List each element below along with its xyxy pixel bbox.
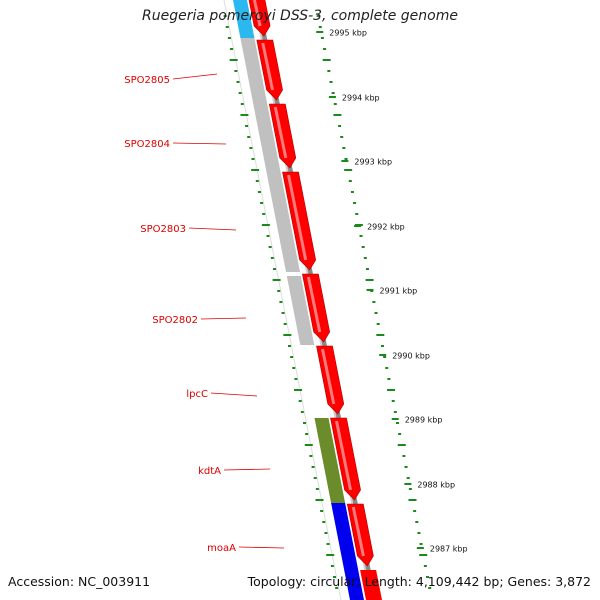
cog-band	[343, 568, 364, 600]
gene-highlight	[252, 0, 262, 27]
kbp-label: 2987 kbp	[430, 545, 468, 554]
kbp-label: 2993 kbp	[354, 158, 392, 167]
gene-leader-line	[238, 546, 285, 549]
kbp-label: 2991 kbp	[380, 287, 418, 296]
gene-label: SPO2802	[152, 315, 198, 326]
gene-highlight	[273, 106, 288, 159]
gene-leader-line	[172, 142, 227, 145]
kbp-label: 2990 kbp	[392, 352, 430, 361]
gene-label: SPO2803	[140, 224, 186, 235]
gene-label: lpcC	[186, 389, 208, 400]
gene-highlight	[351, 506, 365, 557]
cog-band	[331, 503, 358, 568]
kbp-label: 2994 kbp	[342, 94, 380, 103]
gene-arrow	[360, 570, 382, 600]
gene-highlight	[261, 42, 275, 91]
gene-highlight	[335, 420, 353, 491]
gene-leader-line	[223, 468, 271, 471]
gene-leader-line	[172, 73, 218, 80]
gene-highlight	[306, 276, 322, 333]
kbp-label: 2995 kbp	[329, 29, 367, 38]
gene-highlight	[321, 348, 336, 405]
inner-guide	[223, 0, 342, 600]
kbp-label: 2988 kbp	[417, 481, 455, 490]
accession-text: Accession: NC_003911	[8, 574, 151, 589]
gene-leader-line	[200, 317, 247, 320]
kbp-label: 2989 kbp	[405, 416, 443, 425]
gene-label: kdtA	[198, 466, 221, 477]
cog-band	[240, 38, 300, 272]
cog-band	[314, 418, 346, 503]
gene-label: SPO2804	[124, 139, 170, 150]
topology-text: Topology: circular; Length: 4,109,442 bp…	[247, 574, 591, 589]
map-title: Ruegeria pomeroyi DSS-3, complete genome	[142, 8, 458, 24]
gene-leader-line	[188, 227, 237, 231]
cog-band	[232, 0, 255, 38]
cog-band	[286, 276, 315, 345]
gene-label: SPO2805	[124, 75, 170, 86]
gene-label: moaA	[207, 543, 236, 554]
gene-leader-line	[210, 392, 258, 397]
gene-highlight	[287, 174, 308, 261]
kbp-label: 2992 kbp	[367, 223, 405, 232]
